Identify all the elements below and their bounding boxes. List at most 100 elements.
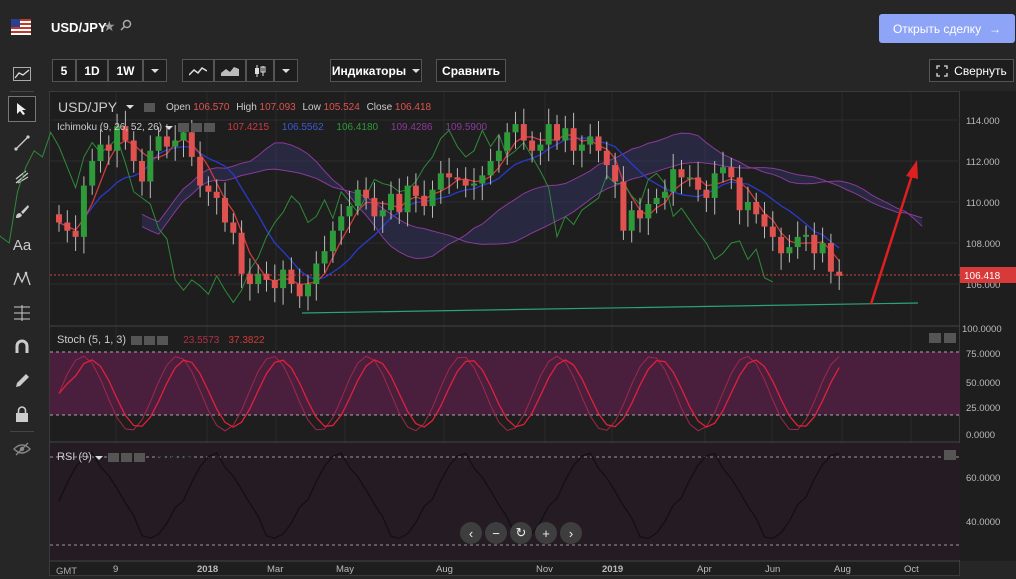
compare-button[interactable]: Сравнить — [436, 59, 506, 82]
kijun-value: 106.5562 — [281, 122, 324, 133]
ichimoku-legend[interactable]: Ichimoku (9, 26, 52, 26) 107.4215 106.55… — [57, 122, 487, 133]
candle-chart-button[interactable] — [246, 59, 274, 82]
eye-mini-icon[interactable] — [120, 452, 132, 462]
text-tool[interactable]: Aa — [8, 232, 36, 258]
chevron-down-icon[interactable] — [94, 456, 103, 460]
eye-mini-icon[interactable] — [190, 122, 202, 132]
magnet-tool[interactable] — [8, 334, 36, 360]
candle-body — [645, 204, 652, 219]
candle-body — [97, 144, 104, 161]
lock-tool[interactable] — [8, 401, 36, 427]
rsi-legend[interactable]: RSI (9) 31.9049 — [57, 451, 192, 463]
indicators-button[interactable]: Индикаторы — [330, 59, 422, 82]
text-icon: Aa — [12, 236, 32, 254]
pattern-tool[interactable] — [8, 266, 36, 292]
fullscreen-icon — [936, 64, 948, 77]
interval-dropdown-button[interactable] — [143, 59, 167, 82]
annotation-arrow-head — [906, 160, 918, 179]
candle-body — [778, 236, 785, 254]
rsi-axis: 60.0000 40.0000 — [966, 473, 1000, 528]
favorite-star-icon[interactable]: ★ — [103, 18, 116, 34]
settings-mini-icon[interactable] — [144, 103, 155, 112]
cursor-tool[interactable] — [8, 96, 36, 122]
candle-body — [744, 202, 751, 211]
area-chart-button[interactable] — [214, 59, 246, 82]
candle-body — [321, 251, 328, 264]
scroll-left-button[interactable]: ‹ — [460, 522, 482, 544]
open-deal-button[interactable]: Открыть сделку → — [879, 14, 1015, 43]
candle-body — [429, 189, 436, 207]
zoom-in-button[interactable]: + — [535, 522, 557, 544]
interval-5-button[interactable]: 5 — [52, 59, 76, 82]
panel-up-button[interactable] — [929, 333, 941, 343]
close-mini-icon[interactable] — [157, 335, 169, 345]
candle-body — [396, 193, 403, 213]
candle-body — [114, 126, 121, 151]
candle-body — [487, 161, 494, 176]
zoom-out-button[interactable]: − — [485, 522, 507, 544]
settings-mini-icon[interactable] — [131, 335, 143, 345]
chart-type-dropdown-button[interactable] — [274, 59, 298, 82]
time-tick-label: Jun — [765, 564, 780, 575]
time-tick-label: Aug — [436, 564, 453, 575]
rsi-line — [58, 451, 840, 540]
line-chart-icon — [13, 67, 31, 81]
reset-button[interactable]: ↻ — [510, 522, 532, 544]
divider — [10, 91, 34, 92]
eye-mini-icon[interactable] — [144, 335, 156, 345]
hide-drawings-tool[interactable] — [8, 436, 36, 462]
stoch-legend[interactable]: Stoch (5, 1, 3) 23.5573 37.3822 — [57, 334, 265, 346]
candle-body — [388, 193, 394, 211]
time-tick-label: Apr — [697, 564, 712, 575]
pencil-tool[interactable] — [8, 368, 36, 394]
legend-symbol: USD/JPY — [58, 99, 118, 115]
chart-type-tool[interactable] — [8, 61, 36, 87]
senkou-a-value: 109.4286 — [390, 122, 433, 133]
annotation-arrow-line — [869, 171, 915, 305]
candle-body — [495, 150, 502, 161]
candle-body — [213, 191, 220, 198]
candle-body — [354, 189, 361, 207]
interval-1w-button[interactable]: 1W — [108, 59, 143, 82]
candle-body — [554, 124, 560, 141]
candle-body — [761, 214, 768, 227]
scroll-right-button[interactable]: › — [560, 522, 582, 544]
candle-body — [155, 136, 162, 151]
candle-body — [819, 243, 826, 254]
stoch-k-value: 23.5573 — [183, 335, 220, 346]
trendline-tool[interactable] — [8, 130, 36, 156]
close-mini-icon[interactable] — [133, 452, 145, 462]
chevron-down-icon[interactable] — [164, 126, 173, 130]
area-chart-icon — [221, 66, 239, 76]
arrow-right-icon: → — [989, 21, 1002, 36]
candle-body — [637, 210, 643, 219]
ichimoku-label: Ichimoku (9, 26, 52, 26) — [57, 122, 163, 133]
candle-body — [736, 177, 743, 211]
panel-up-button[interactable] — [944, 450, 956, 460]
search-icon[interactable] — [120, 19, 132, 31]
low-value: 105.524 — [323, 102, 360, 113]
line-chart-button[interactable] — [182, 59, 214, 82]
candle-body — [504, 132, 511, 151]
candle-body — [462, 179, 469, 186]
us-flag-icon — [11, 19, 31, 35]
price-axis: 114.000 112.000 110.000 108.000 106.000 100.0… — [962, 116, 1002, 335]
fib-tool[interactable] — [8, 300, 36, 326]
time-tick-label: 9 — [113, 564, 118, 575]
brush-tool[interactable] — [8, 198, 36, 224]
time-tick-label: Nov — [536, 564, 553, 575]
settings-mini-icon[interactable] — [177, 122, 189, 132]
settings-mini-icon[interactable] — [107, 452, 119, 462]
senkou-b-value: 109.5900 — [445, 122, 488, 133]
pencil-icon — [16, 374, 29, 387]
interval-1d-button[interactable]: 1D — [76, 59, 108, 82]
panel-close-button[interactable] — [944, 333, 956, 343]
close-mini-icon[interactable] — [203, 122, 215, 132]
time-tick-label: May — [336, 564, 354, 575]
collapse-button[interactable]: Свернуть — [929, 59, 1014, 82]
candle-body — [603, 150, 610, 166]
ichimoku-value: 106.4180 — [336, 122, 378, 133]
chevron-down-icon[interactable] — [126, 105, 134, 109]
chikou-value: 106.4180 — [336, 122, 379, 133]
